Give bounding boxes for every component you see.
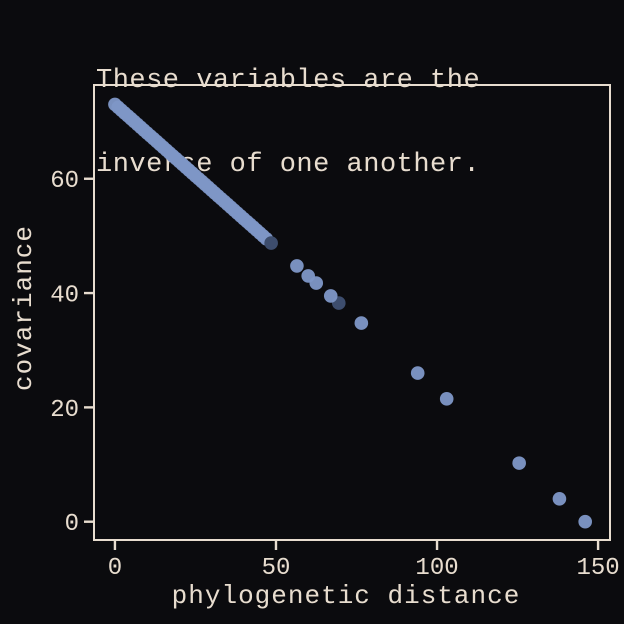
scatter-points-sparse [290,259,592,529]
x-tick-label: 50 [262,555,291,582]
chart-title: These variables are the inverse of one a… [96,11,480,235]
scatter-point [439,392,454,406]
x-tick-label: 150 [576,555,619,582]
x-tick-label: 0 [108,555,122,582]
y-axis-label: covariance [9,225,39,391]
x-axis-label: phylogenetic distance [172,581,521,611]
scatter-points-dense [108,97,274,246]
x-tick-label: 100 [415,555,458,582]
scatter-point [578,514,592,529]
y-axis-ticks: 0 20 40 60 [50,168,93,538]
y-tick-label: 40 [50,283,79,310]
y-tick-label: 0 [65,511,79,538]
scatter-point [323,289,338,303]
scatter-point [309,276,324,290]
y-tick-label: 60 [50,168,79,195]
chart-title-line1: These variables are the [96,66,481,96]
scatter-point [290,259,304,273]
plot-frame [93,84,611,541]
scatter-point-dark [264,236,278,250]
x-axis-ticks: 0 50 100 150 [108,541,620,582]
scatter-point [552,492,567,506]
chart-title-line2: inverse of one another. [96,150,481,180]
scatter-point [354,316,369,330]
y-tick-label: 20 [50,397,79,424]
scatter-point [512,456,526,470]
scatter-point [410,366,425,380]
